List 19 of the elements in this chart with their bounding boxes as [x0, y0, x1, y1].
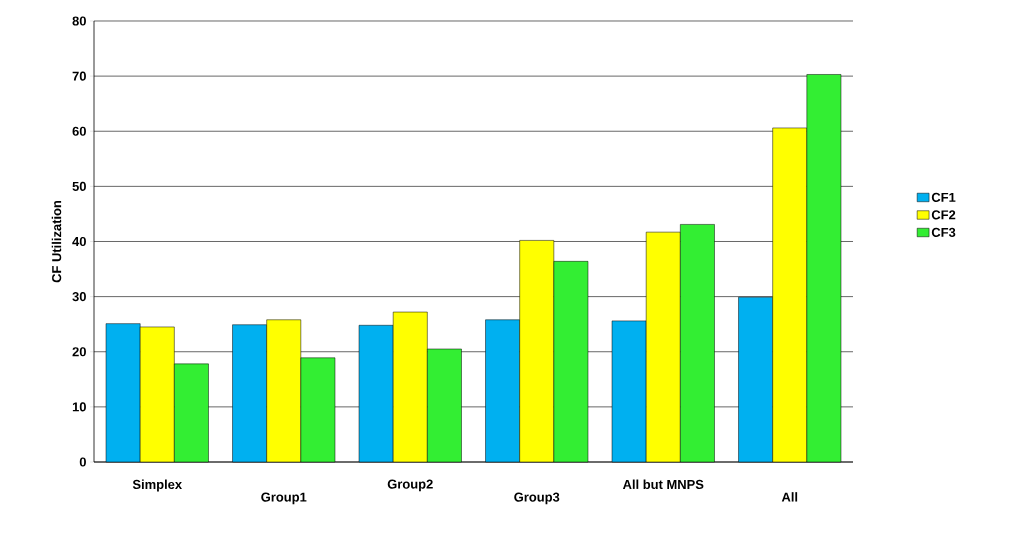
x-tick-label: All — [781, 492, 798, 502]
y-tick-label: 30 — [72, 292, 86, 302]
y-tick-label: 10 — [72, 402, 86, 412]
y-tick-label: 70 — [72, 71, 86, 81]
legend-label: CF2 — [931, 210, 956, 220]
x-tick-label: Group2 — [387, 479, 433, 492]
x-tick-label: Group3 — [514, 492, 560, 505]
y-axis-title: CF Utilization — [51, 200, 62, 283]
x-tick-label: All but MNPS — [622, 479, 704, 490]
legend-label: CF1 — [931, 192, 956, 202]
y-tick-label: 40 — [72, 236, 86, 247]
legend-label: CF3 — [931, 227, 956, 237]
x-tick-label: Group1 — [261, 492, 307, 505]
y-tick-label: 20 — [72, 347, 86, 357]
y-tick-label: 80 — [72, 16, 86, 26]
y-tick-label: 0 — [79, 457, 86, 467]
x-tick-label: Simplex — [132, 479, 182, 492]
y-tick-label: 50 — [72, 181, 86, 191]
y-tick-label: 60 — [72, 126, 86, 136]
